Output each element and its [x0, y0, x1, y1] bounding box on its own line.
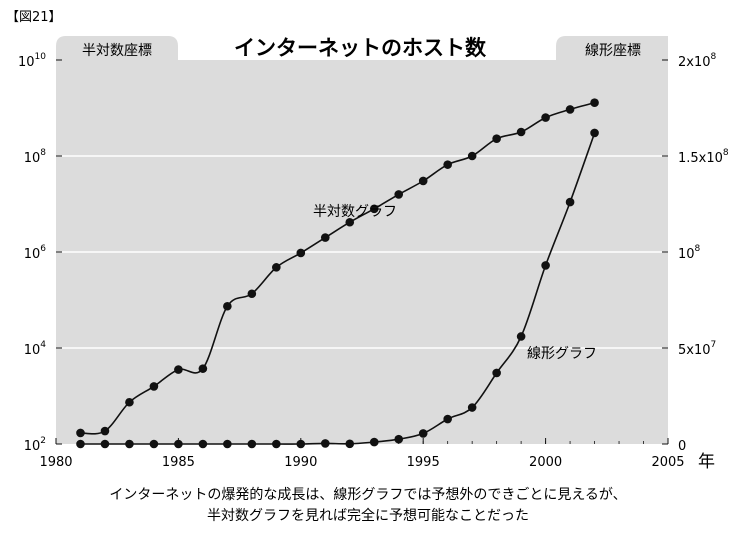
- right-tick-label: 5x107: [678, 340, 716, 358]
- data-point-semilog: [125, 397, 134, 407]
- data-point-linear: [590, 128, 599, 138]
- data-point-linear: [541, 261, 550, 270]
- data-point-semilog: [223, 301, 232, 311]
- left-tick-label: 102: [24, 436, 46, 454]
- data-point-semilog: [516, 127, 526, 137]
- series-layer: [76, 98, 599, 449]
- data-point-linear: [467, 403, 477, 412]
- data-point-semilog: [418, 176, 428, 186]
- x-tick-label: 1995: [407, 455, 440, 470]
- data-point-linear: [516, 332, 526, 341]
- data-point-linear: [492, 368, 501, 378]
- series-line-linear: [80, 132, 596, 445]
- tick-layer: 1010 108 106 104 102 2x108 1.5x108 108 5x107 0 198…: [18, 52, 729, 470]
- left-tick-label: 106: [24, 244, 47, 262]
- data-point-semilog: [467, 151, 477, 161]
- data-point-semilog: [394, 190, 404, 199]
- data-point-semilog: [345, 217, 355, 227]
- data-point-semilog: [296, 248, 306, 258]
- right-tick-label: 108: [678, 244, 701, 262]
- right-tick-label: 1.5x108: [678, 148, 729, 166]
- right-tick-label: 2x108: [678, 52, 717, 70]
- data-point-semilog: [565, 105, 575, 114]
- series-line-semilog: [80, 101, 595, 435]
- x-unit-label: 年: [698, 452, 715, 472]
- data-point-semilog: [272, 263, 281, 272]
- right-tick-label: 0: [678, 439, 686, 454]
- x-tick-label: 1985: [162, 455, 195, 470]
- left-tick-label: 108: [24, 148, 47, 166]
- data-point-semilog: [76, 428, 85, 438]
- data-point-semilog: [174, 365, 183, 374]
- grid-layer: [56, 155, 668, 349]
- data-point-semilog: [541, 113, 550, 122]
- data-point-linear: [565, 197, 575, 207]
- data-point-semilog: [100, 426, 110, 436]
- x-tick-label: 1990: [284, 455, 317, 470]
- data-point-linear: [394, 434, 404, 444]
- caption-line-2: 半対数グラフを見れば完全に予想可能なことだった: [207, 507, 529, 524]
- data-point-semilog: [247, 289, 257, 299]
- left-tick-label: 104: [24, 340, 47, 358]
- data-point-semilog: [443, 160, 452, 169]
- left-axis-tab: [56, 36, 178, 60]
- data-point-semilog: [149, 382, 159, 391]
- x-tick-label: 1980: [39, 455, 72, 470]
- caption-line-1: インターネットの爆発的な成長は、線形グラフでは予想外のできごとに見えるが、: [109, 487, 626, 503]
- data-point-semilog: [590, 98, 599, 108]
- data-point-linear: [418, 429, 428, 438]
- right-axis-tab-label: 線形座標: [585, 43, 641, 59]
- series-label-semilog: 半対数グラフ: [313, 204, 397, 220]
- data-point-semilog: [369, 204, 379, 214]
- chart-title: インターネットのホスト数: [234, 36, 487, 60]
- series-label-linear: 線形グラフ: [527, 346, 597, 362]
- figure-label: 【図21】: [6, 10, 62, 25]
- left-tick-label: 1010: [18, 52, 46, 70]
- left-axis-tab-label: 半対数座標: [82, 43, 152, 59]
- x-tick-label: 2005: [651, 455, 684, 470]
- data-point-semilog: [492, 134, 501, 144]
- data-point-linear: [443, 414, 452, 424]
- right-axis-tab: [556, 36, 668, 60]
- data-point-semilog: [198, 364, 208, 373]
- x-tick-label: 2000: [529, 455, 562, 470]
- data-point-semilog: [320, 233, 330, 242]
